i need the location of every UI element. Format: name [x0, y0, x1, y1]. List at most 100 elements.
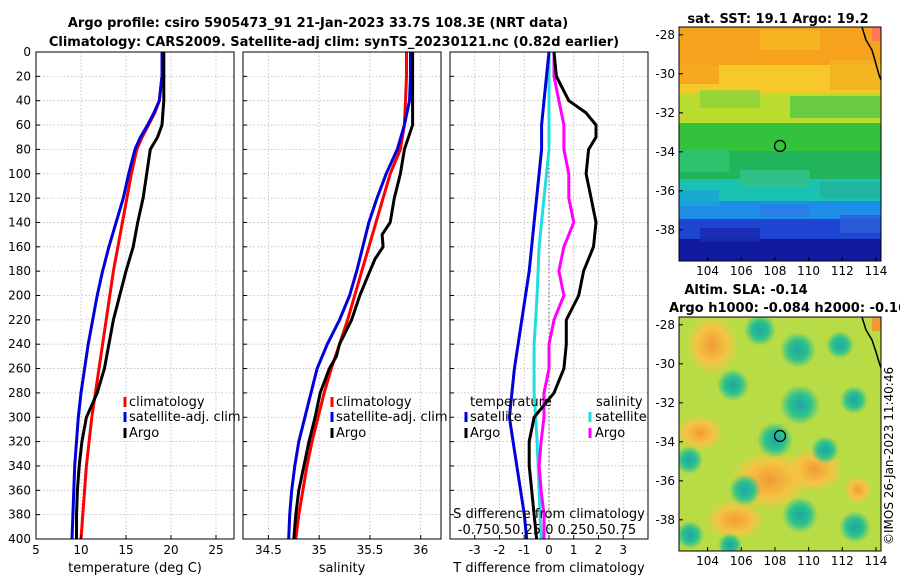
difference-series [507, 51, 598, 540]
y-tick-label: 280 [8, 386, 31, 400]
imos-timestamp: ©IMOS 26-Jan-2023 11:40:46 [882, 367, 896, 545]
sst-map-frame [678, 26, 882, 262]
series-argo [75, 52, 166, 539]
sla-low [780, 385, 820, 425]
y-tick-label: 300 [8, 410, 31, 424]
y-tick-label: 380 [8, 508, 31, 522]
map-x-tick-label: 106 [730, 264, 753, 278]
legend-s-argo: Argo [595, 426, 625, 441]
map-y-tick-label: -32 [655, 106, 675, 120]
map-y-tick-label: -32 [655, 396, 675, 410]
map-x-tick-label: 110 [797, 264, 820, 278]
legend-satellite-adj: satellite-adj. clim [129, 410, 241, 425]
map-y-tick-label: -38 [655, 513, 675, 527]
salinity-panel: 34.5 35 35.5 36 salinity climatology satell… [242, 51, 448, 576]
temperature-legend: climatology satellite-adj. clim Argo [123, 395, 241, 441]
y-tick-label: 340 [8, 459, 31, 473]
map-y-tick-label: -38 [655, 223, 675, 237]
map-x-tick-label: 112 [831, 554, 854, 568]
series-t-satellite [507, 51, 551, 540]
y-tick-label: 60 [16, 118, 31, 132]
y-tick-label: 400 [8, 532, 31, 546]
argo-position-marker [773, 139, 787, 153]
sla-low [782, 497, 818, 533]
depth-axis-ticks: 0 20 40 60 80 100 120 140 160 180 200 220 240 260 280 3… [8, 45, 31, 546]
x-tick-label: 2 [595, 543, 603, 557]
sst-patch [790, 96, 880, 118]
sla-high [844, 476, 872, 504]
legend-salinity-title: salinity [596, 395, 643, 410]
x-tick-label: -3 [469, 543, 481, 557]
title-line1: Argo profile: csiro 5905473_91 21-Jan-20… [68, 16, 568, 31]
sla-high [705, 500, 765, 540]
map-y-tick-label: -28 [655, 28, 675, 42]
s-difference-ticks: -0.750.50.25 0 0.250.50.75 [458, 523, 636, 538]
sla-map-frame [678, 316, 882, 552]
sst-patch [760, 30, 820, 50]
map-y-tick-label: -30 [655, 357, 675, 371]
temperature-ticks: 5 10 15 20 25 [32, 51, 224, 557]
legend-satellite-adj: satellite-adj. clim [336, 410, 448, 425]
x-tick-label: 35 [312, 543, 327, 557]
x-tick-label: 25 [208, 543, 223, 557]
sst-patch [740, 170, 810, 188]
y-tick-label: 80 [16, 142, 31, 156]
coastline [861, 317, 881, 369]
y-tick-label: 40 [16, 94, 31, 108]
map-x-tick-label: 112 [831, 264, 854, 278]
sla-low [729, 474, 761, 506]
y-tick-label: 120 [8, 191, 31, 205]
sla-map [679, 317, 881, 551]
sla-low [679, 446, 703, 474]
x-tick-label: 36 [413, 543, 428, 557]
salinity-xlabel: salinity [319, 561, 366, 576]
map-y-tick-label: -36 [655, 184, 675, 198]
difference-panel: -3 -2 -1 0 1 2 3 T difference from climatology… [449, 51, 649, 576]
sla-low [811, 436, 839, 464]
difference-ticks: -3 -2 -1 0 1 2 3 [450, 51, 627, 557]
map-y-tick-label: -36 [655, 474, 675, 488]
sla-high [686, 317, 738, 375]
y-tick-label: 220 [8, 313, 31, 327]
map-x-tick-label: 104 [696, 264, 719, 278]
y-tick-label: 240 [8, 337, 31, 351]
x-tick-label: 5 [32, 543, 40, 557]
title-line2: Climatology: CARS2009. Satellite-adj cli… [49, 35, 619, 50]
sst-map-ticks: 104 106 108 110 112 114 -28 -30 -32 -34 -36 -38 [655, 28, 887, 278]
x-tick-label: 20 [163, 543, 178, 557]
y-tick-label: 180 [8, 264, 31, 278]
map-x-tick-label: 106 [730, 554, 753, 568]
y-tick-label: 320 [8, 435, 31, 449]
legend-s-satellite: satellite [595, 410, 647, 425]
sst-map [679, 27, 881, 261]
sla-low [839, 511, 871, 543]
series-argo [292, 52, 415, 540]
y-tick-label: 0 [23, 45, 31, 59]
map-y-tick-label: -30 [655, 67, 675, 81]
y-tick-label: 160 [8, 240, 31, 254]
y-tick-label: 100 [8, 167, 31, 181]
sla-title-line2: Argo h1000: -0.084 h2000: -0.16 [669, 301, 900, 316]
x-tick-label: 1 [570, 543, 578, 557]
sla-title-line1: Altim. SLA: -0.14 [684, 283, 807, 298]
land-patch [872, 27, 881, 41]
y-tick-label: 260 [8, 362, 31, 376]
sla-low [718, 533, 742, 551]
sst-patch [830, 60, 880, 90]
legend-temperature-title: temperature [470, 395, 552, 410]
sst-band [679, 123, 881, 151]
x-tick-label: 0 [545, 543, 553, 557]
map-x-tick-label: 110 [797, 554, 820, 568]
legend-climatology: climatology [129, 395, 205, 410]
y-tick-label: 200 [8, 289, 31, 303]
x-tick-label: 15 [118, 543, 133, 557]
map-x-tick-label: 104 [696, 554, 719, 568]
x-tick-label: -1 [518, 543, 530, 557]
temperature-series [70, 52, 166, 540]
sst-patch [679, 150, 729, 172]
x-tick-label: 34.5 [255, 543, 282, 557]
legend-climatology: climatology [336, 395, 412, 410]
map-y-tick-label: -28 [655, 318, 675, 332]
y-tick-label: 20 [16, 69, 31, 83]
x-tick-label: 35.5 [357, 543, 384, 557]
